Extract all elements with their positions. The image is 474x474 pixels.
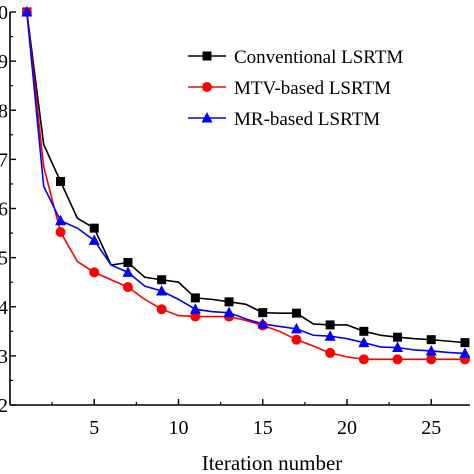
- series-marker-1-4: [89, 267, 100, 278]
- series-marker-1-8: [156, 304, 167, 315]
- y-tick-label-1: 3: [0, 346, 8, 368]
- legend-marker-2: [201, 112, 213, 123]
- series-marker-2-0: [21, 6, 33, 17]
- plot-markers: [21, 6, 470, 365]
- y-tick-label-3: 5: [0, 248, 8, 270]
- y-tick-label-5: 7: [0, 149, 8, 171]
- series-marker-1-18: [325, 347, 336, 358]
- x-tick-label-3: 20: [337, 417, 357, 439]
- legend-label-0: Conventional LSRTM: [234, 47, 403, 68]
- series-marker-2-22: [392, 341, 404, 353]
- y-tick-label-7: 9: [0, 51, 8, 73]
- y-tick-label-8: 10: [0, 2, 8, 24]
- series-marker-0-6: [123, 258, 133, 268]
- series-marker-0-20: [359, 326, 369, 336]
- series-marker-2-26: [459, 347, 470, 358]
- legend-marker-1: [202, 82, 212, 92]
- series-marker-2-10: [189, 303, 201, 314]
- series-marker-0-12: [224, 297, 234, 307]
- x-tick-label-4: 25: [421, 417, 441, 439]
- series-marker-1-16: [291, 334, 302, 345]
- series-marker-1-10: [190, 311, 201, 322]
- series-line-2: [26, 11, 465, 355]
- series-marker-0-16: [291, 308, 301, 318]
- legend-label-1: MTV-based LSRTM: [234, 78, 391, 99]
- series-marker-1-20: [358, 354, 369, 365]
- plot-lines: [26, 11, 466, 361]
- series-marker-0-26: [460, 338, 470, 348]
- series-marker-2-20: [358, 336, 370, 348]
- series-marker-2-8: [156, 285, 168, 296]
- series-line-0: [26, 11, 466, 344]
- x-axis-title: Iteration number: [202, 451, 343, 474]
- legend: Conventional LSRTM MTV-based LSRTM MR-base…: [188, 47, 403, 130]
- series-marker-0-18: [325, 320, 335, 330]
- series-marker-0-4: [89, 223, 99, 233]
- series-marker-0-2: [56, 176, 66, 186]
- series-marker-0-24: [426, 335, 436, 345]
- series-marker-2-18: [324, 330, 336, 341]
- series-marker-2-12: [223, 306, 235, 318]
- series-marker-1-6: [122, 282, 133, 293]
- y-tick-label-0: 2: [0, 395, 8, 417]
- legend-marker-0: [202, 51, 212, 61]
- series-marker-2-14: [257, 317, 269, 329]
- y-tick-label-2: 4: [0, 297, 8, 319]
- x-tick-label-0: 5: [89, 417, 99, 439]
- series-marker-2-2: [55, 214, 67, 226]
- series-marker-0-8: [157, 275, 167, 285]
- axes: 2 3 4 5 6 7 8 9 10 5 10 15 20 25: [0, 2, 470, 439]
- series-line-1: [26, 11, 465, 361]
- legend-label-2: MR-based LSRTM: [234, 109, 380, 130]
- series-marker-2-16: [290, 322, 302, 334]
- y-tick-label-4: 6: [0, 199, 8, 221]
- series-marker-1-2: [55, 227, 66, 238]
- x-tick-label-1: 10: [168, 417, 188, 439]
- series-marker-2-24: [425, 344, 437, 356]
- series-marker-0-14: [258, 308, 268, 318]
- y-tick-label-6: 8: [0, 100, 8, 122]
- series-marker-0-22: [393, 332, 403, 342]
- x-tick-label-2: 15: [253, 417, 273, 439]
- series-marker-1-24: [426, 354, 437, 365]
- series-marker-2-6: [122, 266, 134, 277]
- series-marker-1-22: [392, 354, 403, 365]
- series-marker-2-4: [88, 234, 100, 245]
- series-marker-0-10: [190, 293, 200, 303]
